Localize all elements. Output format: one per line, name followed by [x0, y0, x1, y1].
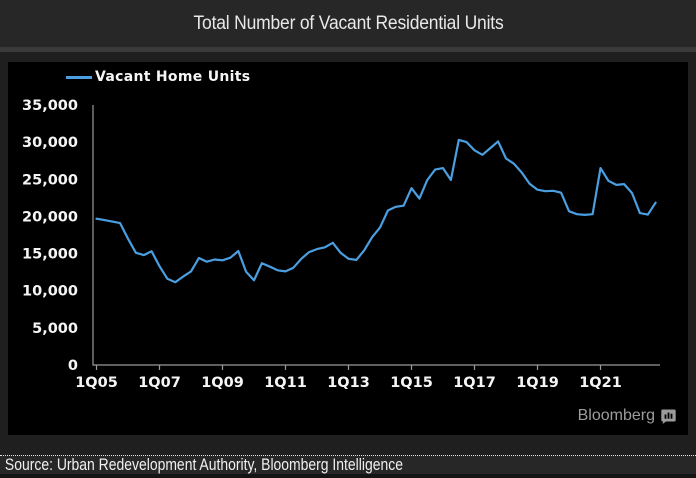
source-footer: Source: Urban Redevelopment Authority, B… [0, 455, 696, 474]
x-axis-tick-label: 1Q09 [201, 375, 244, 391]
x-axis-tick-label: 1Q05 [75, 375, 118, 391]
legend-label: Vacant Home Units [95, 69, 251, 85]
x-axis-tick-label: 1Q17 [453, 375, 496, 391]
x-axis-tick-label: 1Q11 [264, 375, 307, 391]
y-axis-tick-label: 15,000 [22, 247, 78, 263]
page-title: Total Number of Vacant Residential Units [192, 12, 504, 34]
y-axis-tick-label: 25,000 [22, 172, 78, 188]
chart-panel: Vacant Home Units 35,000 30,000 25,000 20,0… [8, 62, 688, 435]
y-axis-tick-label: 20,000 [22, 209, 78, 225]
x-axis-tick-label: 1Q07 [138, 375, 181, 391]
x-axis-tick-label: 1Q21 [579, 375, 622, 391]
y-axis-tick-label: 5,000 [32, 321, 78, 337]
chart-canvas: 35,000 30,000 25,000 20,000 15,000 10,000 5,00… [22, 98, 660, 391]
bar-chart-speech-bubble-icon [661, 409, 676, 424]
y-axis-tick-label: 0 [68, 358, 78, 374]
x-axis-tick-label: 1Q19 [516, 375, 559, 391]
title-divider [0, 47, 696, 52]
y-axis-tick-label: 35,000 [22, 98, 78, 114]
source-text: Source: Urban Redevelopment Authority, B… [4, 455, 403, 474]
y-axis-tick-label: 10,000 [22, 284, 78, 300]
axis-lines [92, 105, 660, 366]
bottom-edge-strip [0, 474, 696, 478]
legend-line-swatch-icon [66, 75, 92, 79]
vacant-home-units-line [95, 138, 657, 284]
chart-legend: Vacant Home Units [66, 69, 250, 85]
x-axis-tick-label: 1Q13 [327, 375, 370, 391]
y-axis-tick-label: 30,000 [22, 135, 78, 151]
title-bar: Total Number of Vacant Residential Units [0, 0, 696, 47]
bloomberg-logo-text: Bloomberg [577, 407, 655, 424]
x-axis-tick-label: 1Q15 [390, 375, 433, 391]
bloomberg-logo: Bloomberg [578, 407, 676, 425]
